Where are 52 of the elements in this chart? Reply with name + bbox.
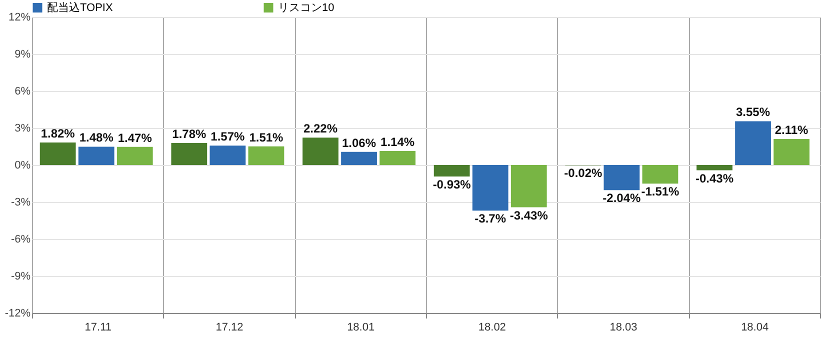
x-tick-label: 18.03 [610, 322, 638, 334]
data-label: 1.57% [210, 130, 246, 144]
data-label: -0.93% [432, 177, 472, 192]
y-tick-label: -6% [10, 234, 31, 246]
bar [735, 121, 771, 165]
data-label: 1.78% [172, 127, 206, 142]
y-tick-label: 6% [14, 86, 31, 98]
bar [510, 165, 547, 208]
bar [380, 150, 416, 165]
x-tick-label: 17.12 [216, 322, 244, 334]
x-tick-label: 18.01 [347, 322, 375, 334]
y-tick-label: 9% [14, 48, 31, 60]
data-label: 1.51% [249, 130, 284, 144]
legend-label: リスコン10 [278, 2, 334, 14]
bar [774, 138, 810, 165]
data-label: 1.47% [118, 130, 152, 145]
data-label: 1.06% [342, 136, 376, 150]
bar [248, 146, 284, 165]
y-tick-label: -3% [10, 196, 31, 208]
y-tick-label: 3% [14, 122, 31, 134]
data-label: -1.51% [641, 184, 680, 199]
legend-label: 配当込TOPIX [47, 0, 114, 14]
y-tick-label: 12% [8, 12, 31, 24]
bar [604, 165, 640, 190]
x-tick-label: 17.11 [84, 322, 112, 334]
data-label: 2.22% [303, 122, 338, 136]
bar [171, 143, 208, 165]
bar [434, 165, 470, 176]
x-tick-label: 18.04 [741, 322, 769, 334]
data-label: 1.48% [79, 130, 114, 145]
data-label: -0.02% [564, 166, 602, 180]
bar [302, 138, 338, 165]
data-label: 2.11% [774, 122, 809, 137]
bar [472, 165, 508, 211]
bar [642, 165, 678, 184]
bar [696, 165, 732, 170]
bar [116, 146, 153, 165]
data-label: -3.7% [474, 212, 506, 226]
data-label: 1.14% [380, 134, 415, 149]
data-label: -3.43% [510, 208, 548, 222]
y-tick-label: -12% [4, 308, 31, 320]
y-tick-label: -9% [10, 270, 31, 282]
bar [40, 142, 76, 165]
data-label: 1.82% [40, 126, 76, 141]
bar [78, 146, 114, 165]
bar [210, 146, 246, 165]
data-label: -2.04% [602, 191, 642, 206]
y-tick-label: 0% [14, 160, 31, 172]
x-tick-label: 18.02 [478, 322, 506, 334]
data-label: 3.55% [736, 105, 770, 120]
data-label: -0.43% [695, 171, 734, 186]
bar [341, 152, 377, 165]
